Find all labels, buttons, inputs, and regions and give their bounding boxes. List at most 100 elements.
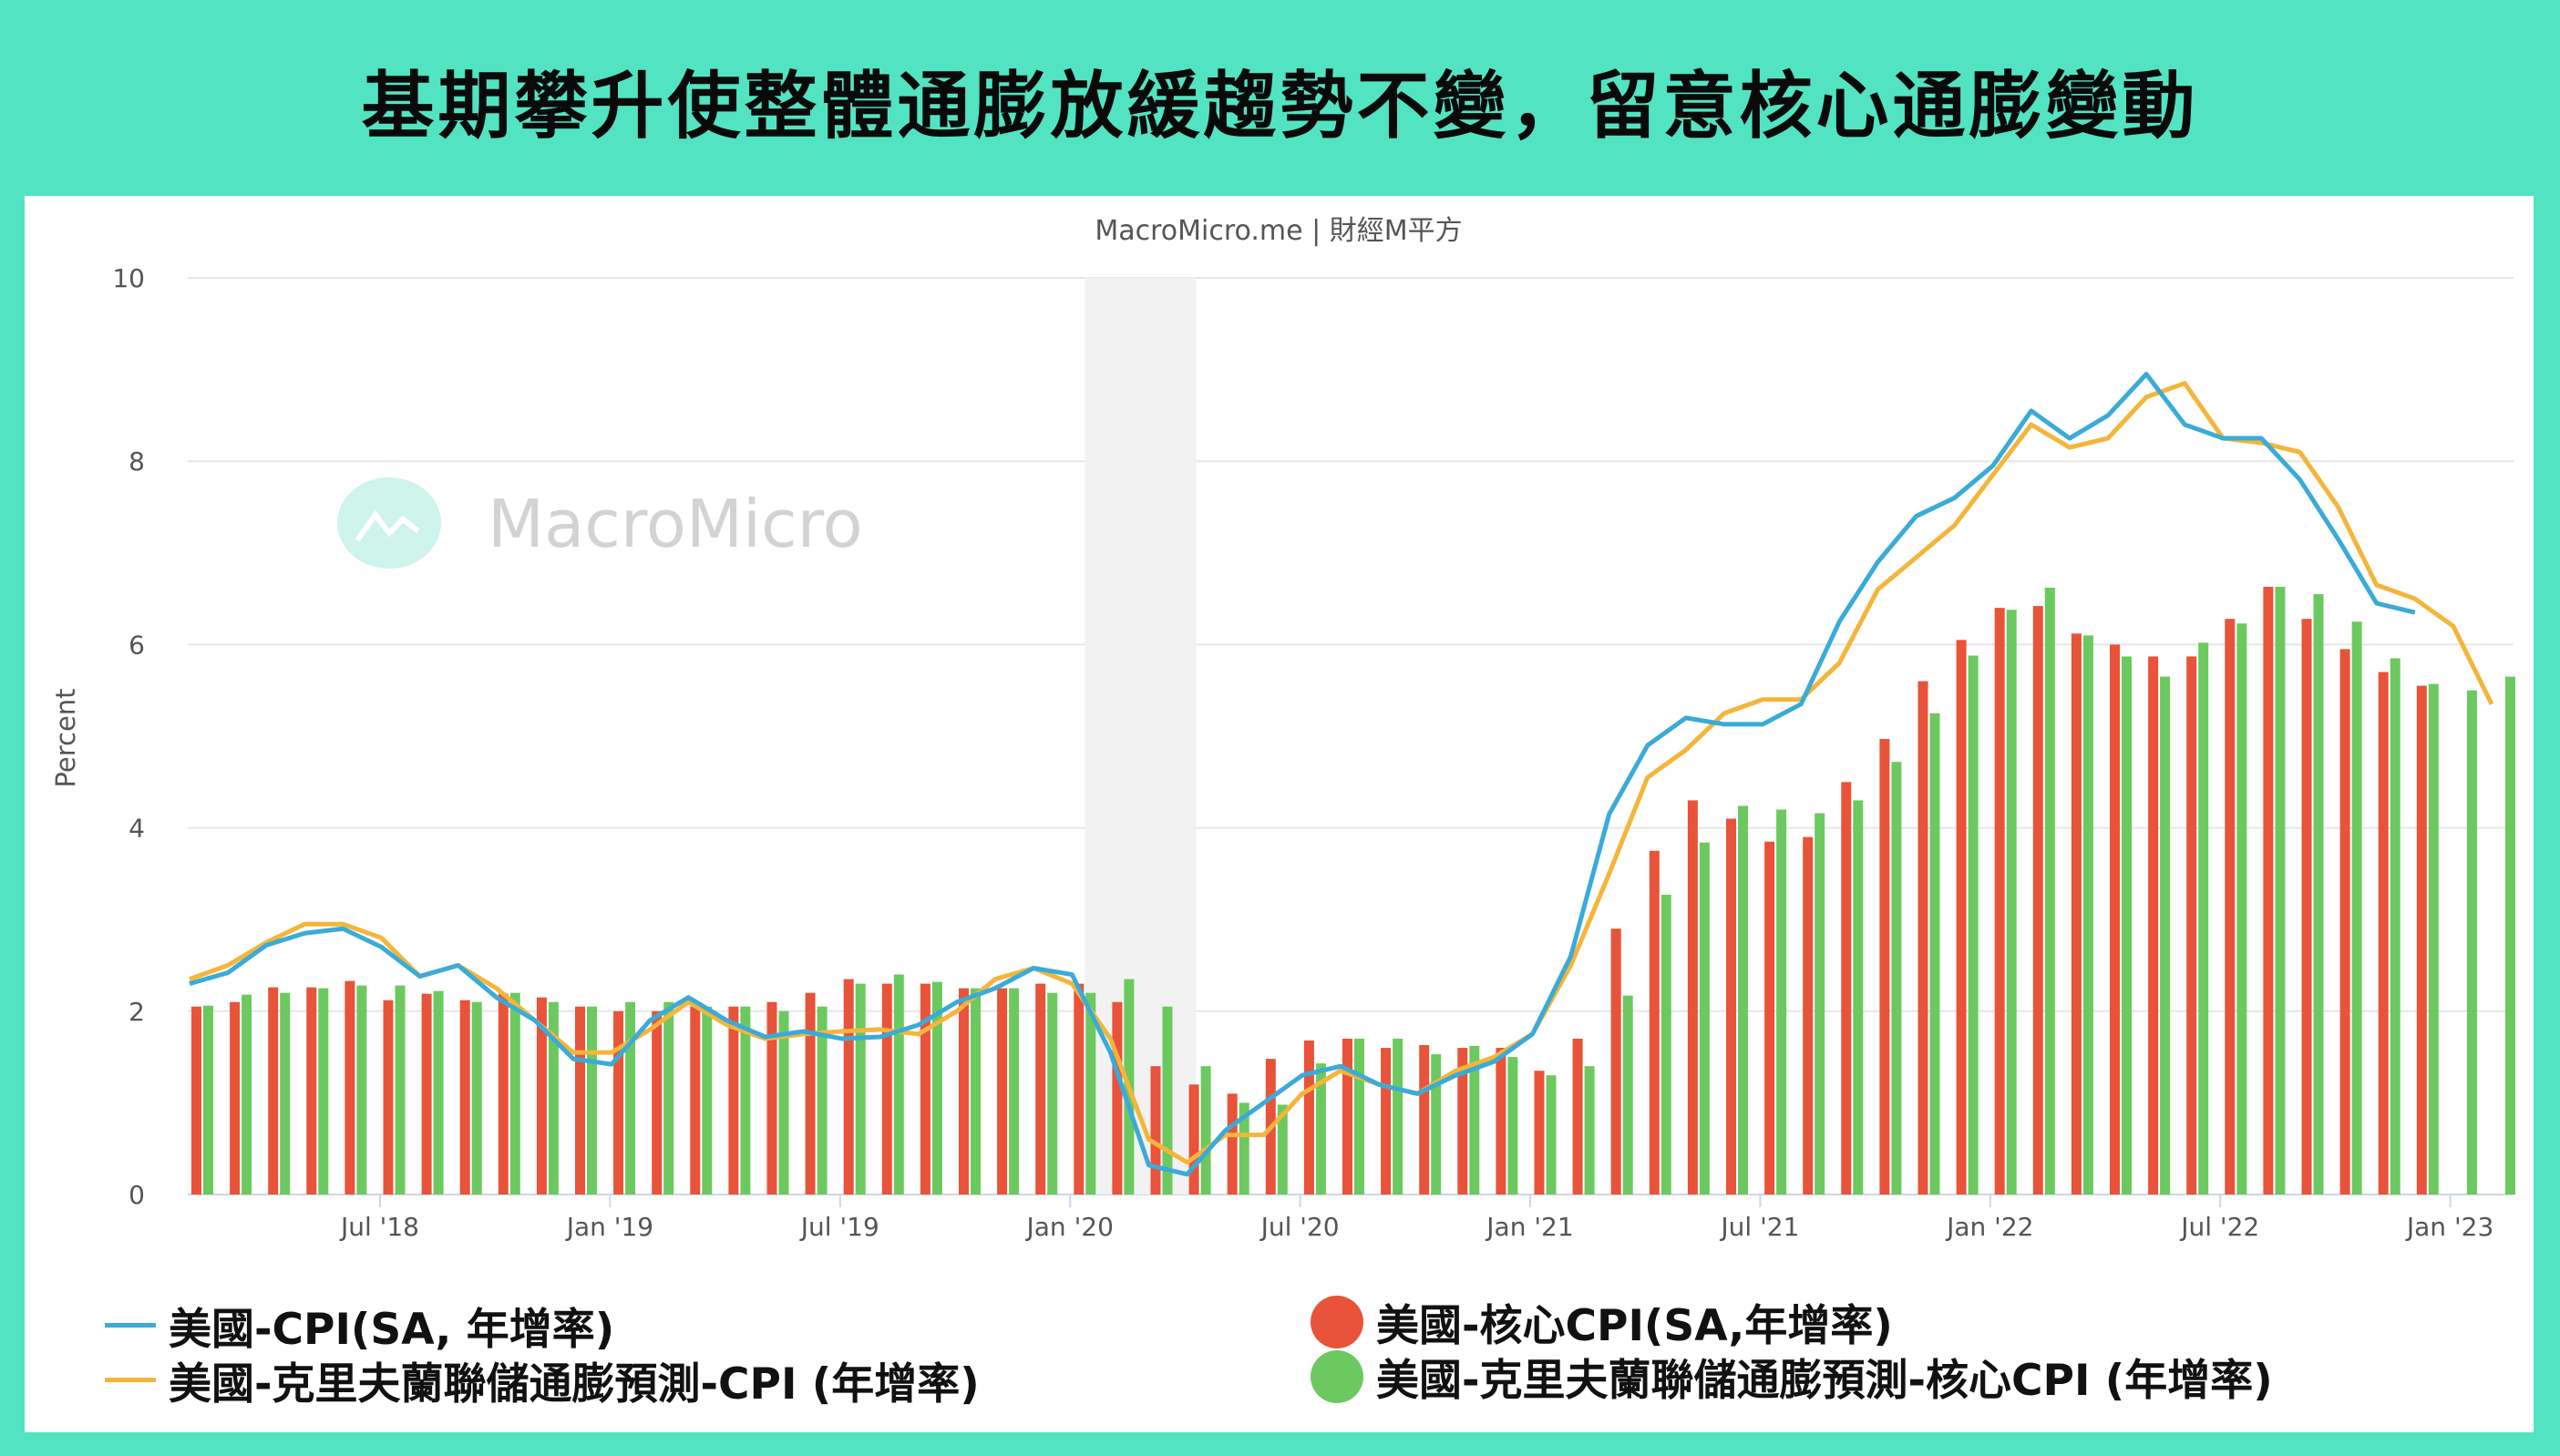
cleveland-core-cpi-bar [1507,1057,1518,1195]
core-cpi-bar [1534,1071,1545,1195]
cleveland-core-cpi-bar [2122,656,2132,1195]
core-cpi-bar [805,992,816,1195]
core-cpi-bar [344,980,355,1195]
core-cpi-bar [306,987,317,1195]
core-cpi-bar [1496,1048,1506,1195]
cleveland-core-cpi-bar [855,983,866,1195]
legend-label: 美國-CPI(SA, 年增率) [169,1305,615,1355]
x-tick-labels: Jul '18 Jan '19 Jul '19 Jan '20 Jul '20 Jan '… [339,1195,2493,1242]
bars [191,587,2515,1195]
core-cpi-bar [1841,782,1852,1195]
cleveland-cpi-line [189,381,2494,1165]
page-title: 基期攀升使整體通膨放緩趨勢不變，留意核心通膨變動 [361,64,2199,149]
cleveland-core-cpi-bar [1239,1102,1249,1195]
chart-subtitle: MacroMicro.me | 財經M平方 [1095,215,1462,247]
core-cpi-bar [2301,619,2312,1195]
core-cpi-bar [2225,619,2236,1195]
cleveland-core-cpi-bar [2466,690,2477,1195]
core-cpi-bar [766,1001,777,1195]
legend-item-cpi[interactable]: 美國-CPI(SA, 年增率) [105,1294,614,1357]
core-cpi-bar [2263,587,2274,1195]
x-tick-label: Jan '19 [565,1212,653,1242]
core-cpi-bar [1303,1040,1314,1195]
core-cpi-bar [1227,1093,1238,1195]
cleveland-core-cpi-bar [2236,623,2247,1195]
core-cpi-bar [2148,656,2159,1195]
core-cpi-bar [959,988,969,1195]
core-cpi-bar [1342,1038,1352,1195]
cleveland-core-cpi-bar [2006,610,2017,1195]
y-tick-labels: 0 2 4 6 8 10 [112,263,145,1210]
cleveland-core-cpi-bar [2390,658,2401,1195]
cleveland-core-cpi-bar [1699,842,1710,1195]
cleveland-core-cpi-bar [778,1010,789,1195]
cleveland-core-cpi-bar [433,990,444,1195]
core-cpi-bar [613,1010,624,1195]
legend-dot-icon [1311,1295,1363,1348]
core-cpi-bar [191,1006,201,1195]
core-cpi-bar [1726,818,1736,1195]
core-cpi-bar [2378,672,2389,1195]
cleveland-core-cpi-bar [1776,809,1787,1195]
recession-band [1085,278,1197,1195]
cleveland-core-cpi-bar [1968,655,1979,1195]
cleveland-core-cpi-bar [2313,594,2324,1195]
y-tick-label: 8 [129,446,145,477]
core-cpi-bar [1150,1066,1161,1195]
core-cpi-bar [2339,649,2350,1195]
core-cpi-bar [1917,681,1928,1195]
core-cpi-bar [1381,1048,1392,1195]
cleveland-core-cpi-bar [2428,683,2439,1195]
core-cpi-bar [2186,656,2197,1195]
cleveland-core-cpi-bar [318,988,329,1195]
core-cpi-bar [1419,1045,1430,1195]
watermark-logo-icon [337,477,441,569]
cleveland-core-cpi-bar [1891,762,1902,1195]
legend-item-core-cpi[interactable]: 美國-核心CPI(SA,年增率) [1311,1290,1893,1353]
cleveland-core-cpi-bar [2351,621,2362,1195]
cleveland-core-cpi-bar [931,981,942,1195]
core-cpi-bar [2110,644,2120,1195]
cleveland-core-cpi-bar [1622,995,1633,1195]
x-tick-label: Jan '21 [1485,1212,1573,1242]
cleveland-core-cpi-bar [509,992,520,1195]
cleveland-core-cpi-bar [395,985,406,1195]
core-cpi-bar [1035,983,1046,1195]
core-cpi-bar [1112,1001,1123,1195]
chart: MacroMicro MacroMicro.me | 財經M平方 Percent… [50,215,2515,1242]
core-cpi-bar [1764,841,1775,1195]
cleveland-core-cpi-bar [1200,1066,1211,1195]
recession-shade [1085,278,1197,1195]
legend-item-cleveland-core-cpi[interactable]: 美國-克里夫蘭聯儲通膨預測-核心CPI (年增率) [1311,1345,2273,1408]
legend-label: 美國-克里夫蘭聯儲通膨預測-核心CPI (年增率) [1376,1356,2273,1406]
y-tick-label: 2 [129,997,145,1027]
core-cpi-bar [843,979,854,1195]
x-tick-label: Jul '18 [339,1212,419,1242]
cleveland-core-cpi-bar [2198,642,2209,1195]
cleveland-core-cpi-bar [2275,587,2286,1195]
x-tick-label: Jan '23 [2405,1212,2493,1242]
core-cpi-bar [1803,836,1814,1195]
cleveland-core-cpi-bar [625,1001,636,1195]
y-tick-label: 0 [129,1180,145,1210]
x-tick-label: Jul '21 [1719,1212,1799,1242]
cleveland-core-cpi-bar [1815,813,1825,1195]
core-cpi-bar [1994,608,2005,1195]
core-cpi-bar [1188,1084,1199,1195]
core-cpi-bar [728,1006,739,1195]
cleveland-core-cpi-bar [587,1006,597,1195]
cleveland-core-cpi-bar [1315,1063,1326,1195]
core-cpi-bar [575,1006,585,1195]
core-cpi-bar [421,993,432,1195]
cleveland-core-cpi-bar [1546,1075,1557,1195]
core-cpi-bar [920,983,930,1195]
legend-dot-icon [1311,1349,1363,1403]
cleveland-core-cpi-bar [1929,713,1940,1195]
legend-item-cleveland-cpi[interactable]: 美國-克里夫蘭聯儲通膨預測-CPI (年增率) [105,1348,980,1411]
cleveland-core-cpi-bar [1853,800,1864,1195]
cleveland-core-cpi-bar [471,1001,482,1195]
legend-line-icon [105,1323,156,1328]
core-cpi-bar [2071,633,2082,1195]
core-cpi-bar [881,983,892,1195]
cleveland-core-cpi-bar [663,1001,674,1195]
